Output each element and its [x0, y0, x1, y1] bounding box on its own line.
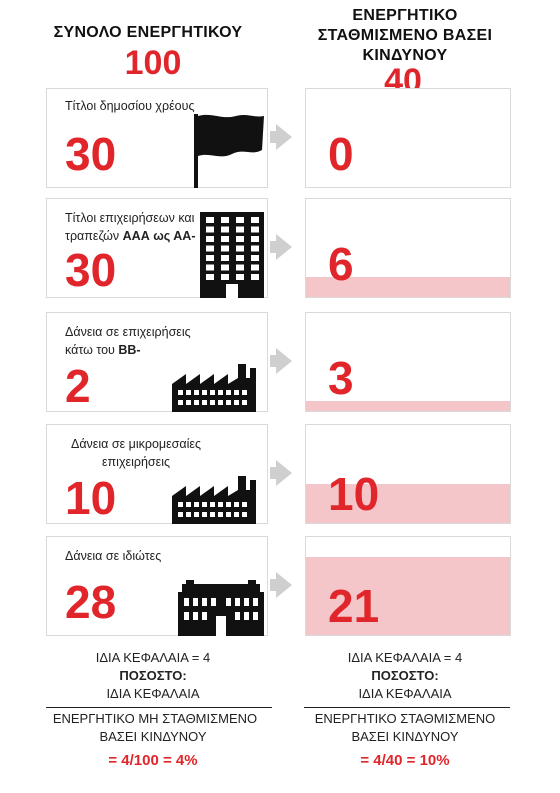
office-building-icon — [200, 212, 264, 298]
left-ratio-label: ΠΟΣΟΣΤΟ: — [119, 668, 187, 683]
building-window — [236, 226, 244, 233]
weighted-row-right: 3 — [305, 312, 511, 412]
right-equity-text: ΙΔΙΑ ΚΕΦΑΛΑΙΑ = 4 — [347, 650, 463, 665]
left-denominator-2: ΒΑΣΕΙ ΚΙΝΔΥΝΟΥ — [99, 729, 207, 744]
left-numerator: ΙΔΙΑ ΚΕΦΑΛΑΙΑ — [106, 686, 200, 701]
left-header-title: ΣΥΝΟΛΟ ΕΝΕΡΓΗΤΙΚΟΥ — [53, 24, 243, 41]
asset-row-left: Δάνεια σε επιχειρήσεις κάτω του BB- 2 — [46, 312, 268, 412]
building-window — [236, 217, 244, 223]
right-result: = 4/40 = 10% — [360, 752, 450, 769]
weighted-row-right: 10 — [305, 424, 511, 524]
building-window — [221, 226, 229, 233]
building-window — [206, 226, 214, 233]
left-fraction-line — [46, 707, 272, 708]
asset-row-left: Δάνεια σε μικρομεσαίες επιχειρήσεις 10 — [46, 424, 268, 524]
arrow-icon — [276, 460, 292, 486]
building-window — [236, 255, 244, 261]
left-header-total: 100 — [124, 44, 182, 82]
arrow-icon — [276, 234, 292, 260]
weighted-row-right: 21 — [305, 536, 511, 636]
flag-icon — [194, 114, 264, 188]
right-header-title: ΕΝΕΡΓΗΤΙΚΟ ΣΤΑΘΜΙΣΜΕΝΟ ΒΑΣΕΙ ΚΙΝΔΥΝΟΥ — [300, 6, 510, 66]
house-icon — [178, 580, 264, 636]
building-window — [206, 236, 214, 242]
building-window — [251, 255, 259, 261]
weighted-value: 21 — [328, 580, 380, 632]
left-denominator-1: ΕΝΕΡΓΗΤΙΚΟ ΜΗ ΣΤΑΘΜΙΣΜΕΝΟ — [52, 711, 258, 726]
right-numerator: ΙΔΙΑ ΚΕΦΑΛΑΙΑ — [358, 686, 452, 701]
building-window — [251, 226, 259, 233]
arrow-icon — [276, 348, 292, 374]
factory-icon — [172, 364, 256, 412]
asset-row-left: Τίτλοι δημοσίου χρέους 30 — [46, 88, 268, 188]
weighted-fill-bar — [306, 277, 510, 297]
right-header-line1: ΕΝΕΡΓΗΤΙΚΟ — [352, 7, 458, 24]
left-result: = 4/100 = 4% — [108, 752, 198, 769]
asset-value: 28 — [65, 576, 117, 628]
weighted-value: 3 — [328, 352, 354, 404]
building-window — [251, 274, 259, 280]
arrow-shaft — [270, 241, 278, 253]
asset-label: Τίτλοι επιχειρήσεων και τραπεζών ΑΑΑ ως … — [65, 211, 196, 243]
right-denominator-2: ΒΑΣΕΙ ΚΙΝΔΥΝΟΥ — [351, 729, 459, 744]
building-window — [221, 255, 229, 261]
building-window — [206, 274, 214, 280]
building-window — [236, 236, 244, 242]
asset-value: 30 — [65, 244, 117, 296]
building-window — [221, 264, 229, 271]
building-window — [206, 264, 214, 271]
building-window — [251, 245, 259, 252]
weighted-row-right: 6 — [305, 198, 511, 298]
building-window — [236, 274, 244, 280]
factory-icon — [172, 476, 256, 524]
asset-label: Δάνεια σε ιδιώτες — [65, 549, 162, 563]
asset-value: 2 — [65, 360, 91, 412]
building-window — [251, 264, 259, 271]
building-window — [221, 217, 229, 223]
building-window — [251, 236, 259, 242]
asset-value: 10 — [65, 472, 117, 524]
building-window — [251, 217, 259, 223]
building-window — [221, 274, 229, 280]
asset-label: Δάνεια σε μικρομεσαίες επιχειρήσεις — [70, 437, 202, 469]
arrow-shaft — [270, 467, 278, 479]
weighted-value: 6 — [328, 238, 354, 290]
weighted-fill-bar — [306, 483, 510, 523]
left-equity-text: ΙΔΙΑ ΚΕΦΑΛΑΙΑ = 4 — [95, 650, 211, 665]
arrow-icon — [276, 572, 292, 598]
right-denominator-1: ΕΝΕΡΓΗΤΙΚΟ ΣΤΑΘΜΙΣΜΕΝΟ — [314, 711, 496, 726]
weighted-value: 10 — [328, 468, 380, 520]
right-ratio-label: ΠΟΣΟΣΤΟ: — [371, 668, 439, 683]
building-window — [221, 245, 229, 252]
building-window — [206, 255, 214, 261]
arrow-shaft — [270, 131, 278, 143]
building-window — [206, 245, 214, 252]
building-window — [236, 245, 244, 252]
arrow-shaft — [270, 579, 278, 591]
weighted-fill-bar — [306, 401, 510, 411]
right-header-line2: ΣΤΑΘΜΙΣΜΕΝΟ ΒΑΣΕΙ — [317, 27, 493, 44]
asset-value: 30 — [65, 128, 117, 180]
building-window — [236, 264, 244, 271]
weighted-value: 0 — [328, 128, 354, 180]
building-window — [206, 217, 214, 223]
right-fraction-line — [304, 707, 510, 708]
asset-label: Τίτλοι δημοσίου χρέους — [65, 99, 195, 113]
building-window — [221, 236, 229, 242]
right-header-line3: ΚΙΝΔΥΝΟΥ — [362, 47, 448, 64]
asset-label: Δάνεια σε επιχειρήσεις κάτω του BB- — [65, 325, 191, 357]
arrow-shaft — [270, 355, 278, 367]
weighted-fill-bar — [306, 556, 510, 635]
arrow-icon — [276, 124, 292, 150]
weighted-row-right: 0 — [305, 88, 511, 188]
